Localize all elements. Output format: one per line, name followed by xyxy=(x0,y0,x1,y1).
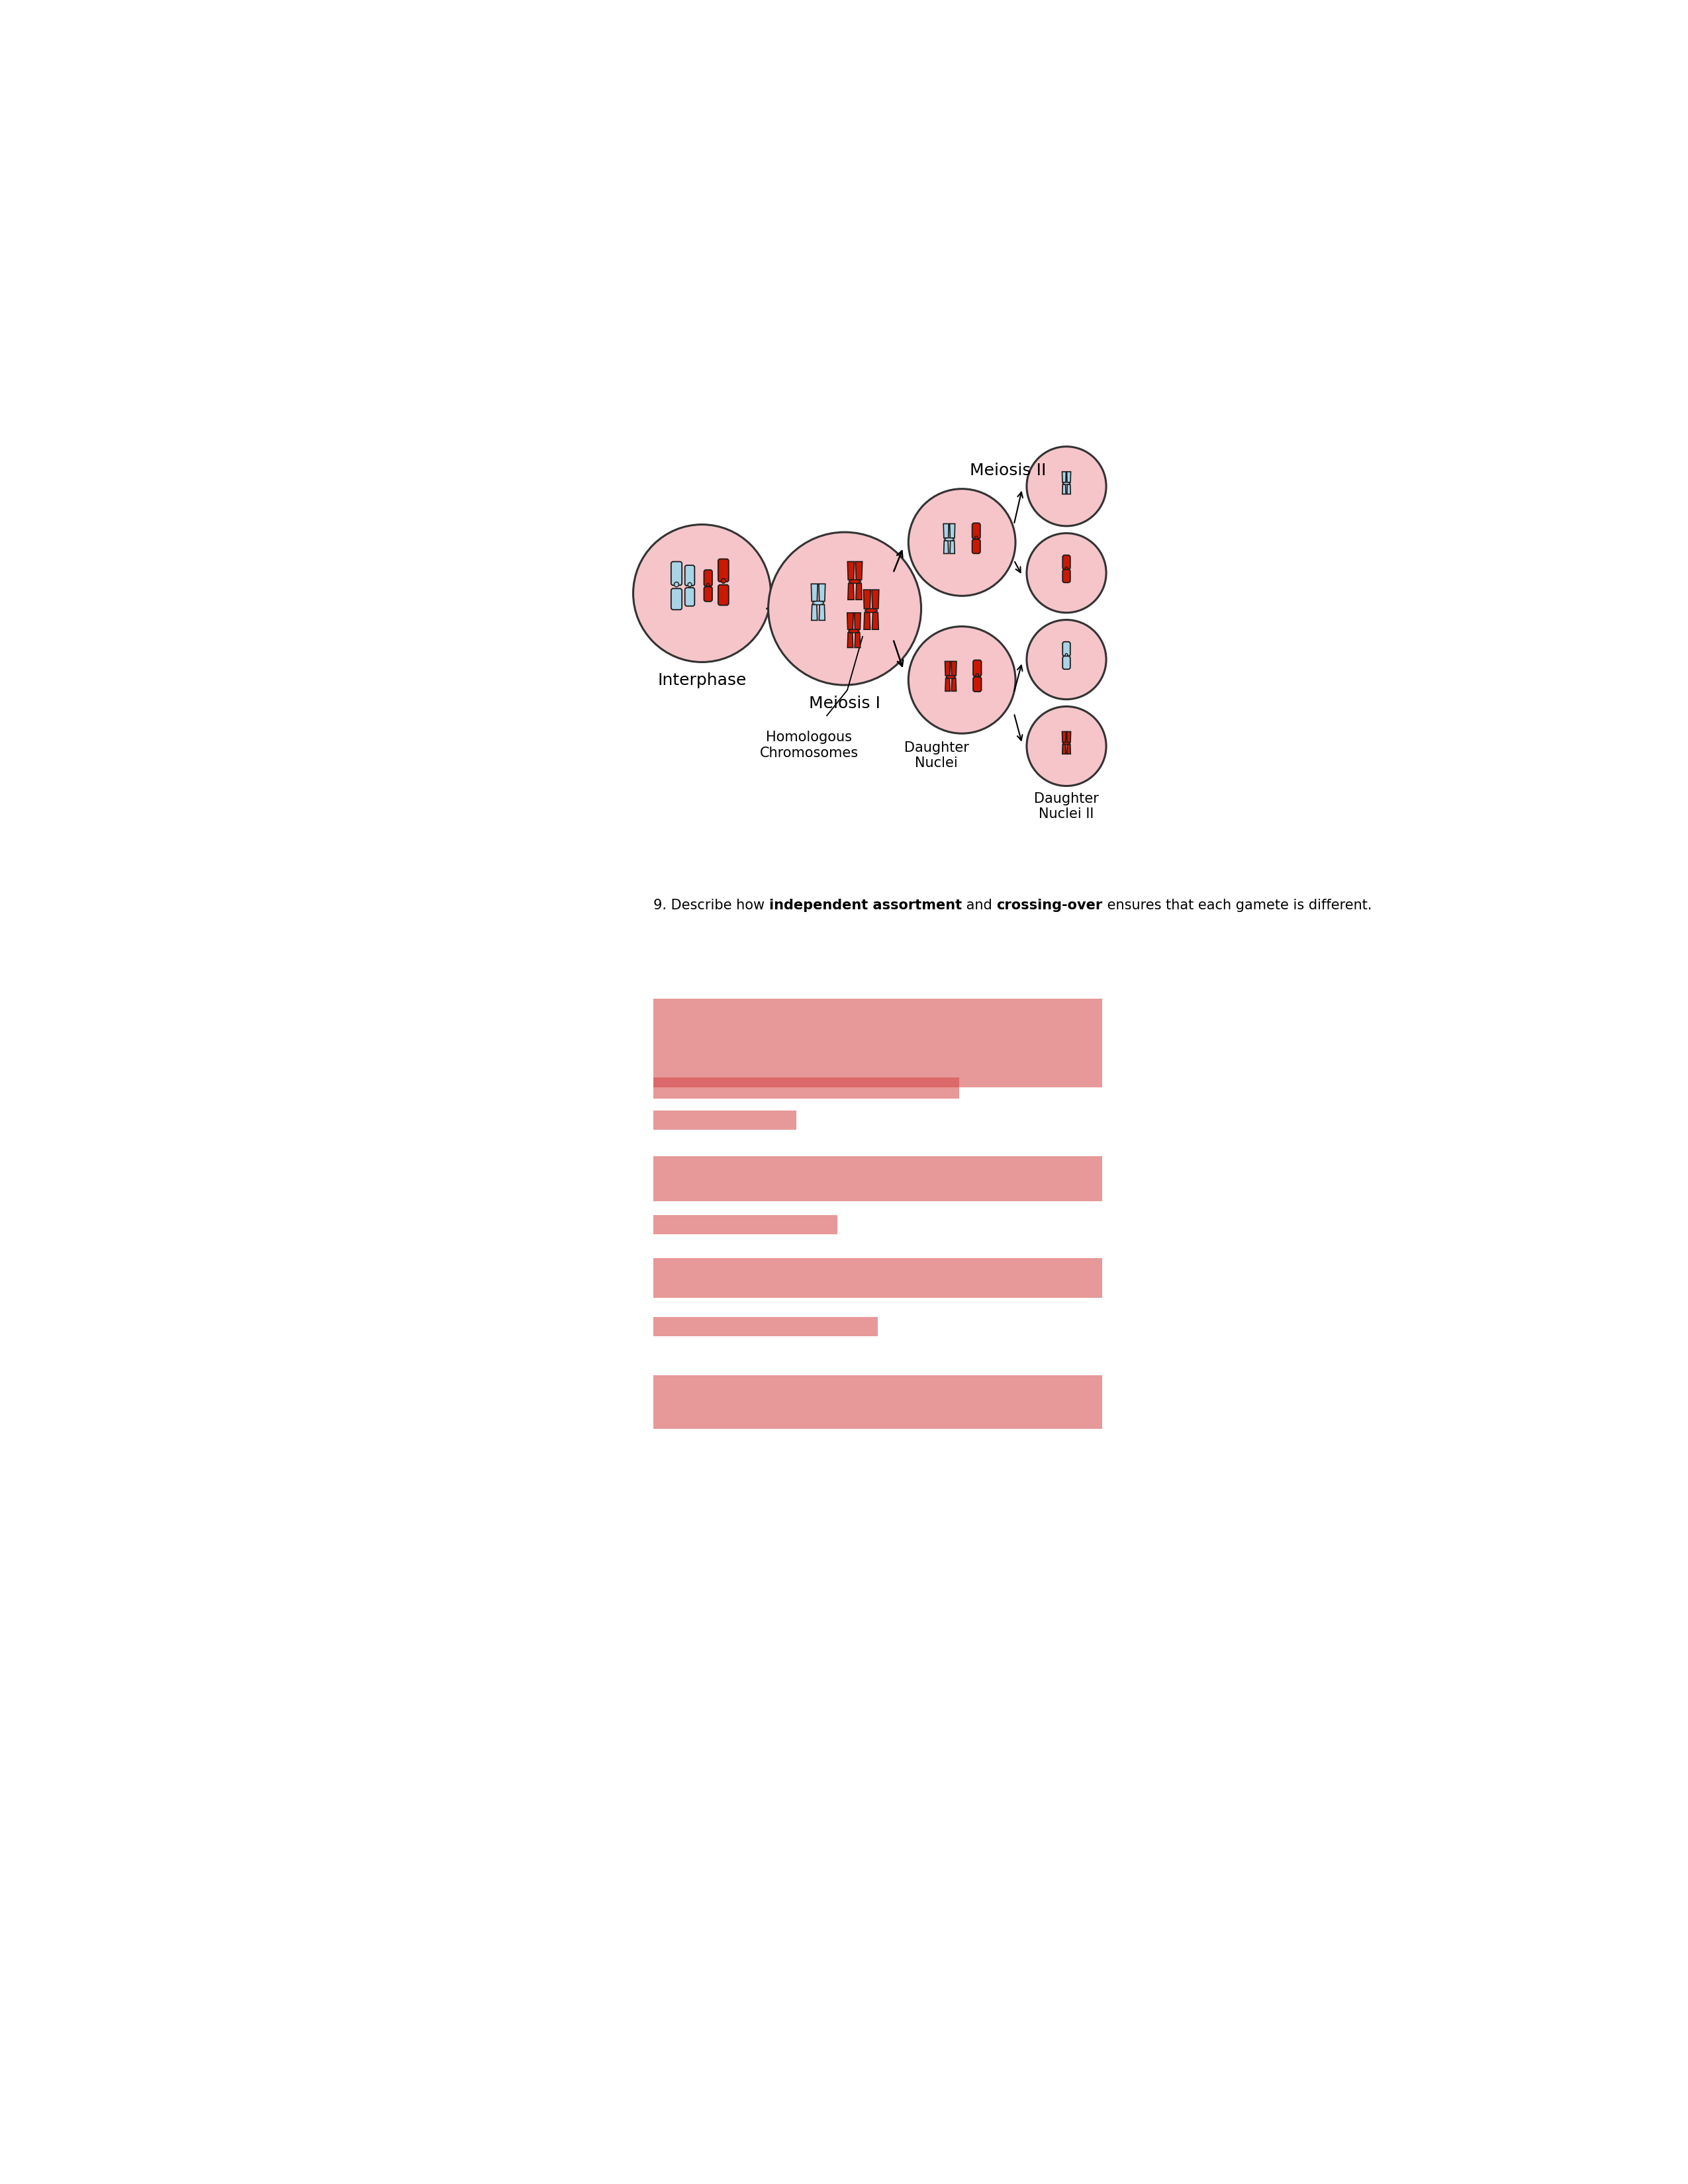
Text: Homologous
Chromosomes: Homologous Chromosomes xyxy=(760,732,859,760)
Polygon shape xyxy=(1067,745,1070,753)
Text: Interphase: Interphase xyxy=(658,673,746,688)
Polygon shape xyxy=(1062,485,1065,494)
Polygon shape xyxy=(854,614,861,629)
FancyBboxPatch shape xyxy=(972,660,981,677)
Ellipse shape xyxy=(1063,483,1070,485)
Polygon shape xyxy=(819,605,825,620)
Ellipse shape xyxy=(812,601,824,605)
Circle shape xyxy=(1026,533,1106,614)
Circle shape xyxy=(768,533,922,686)
Polygon shape xyxy=(854,633,861,649)
FancyBboxPatch shape xyxy=(672,561,682,585)
FancyBboxPatch shape xyxy=(1063,570,1070,583)
Circle shape xyxy=(1026,446,1106,526)
FancyBboxPatch shape xyxy=(1063,555,1070,570)
FancyBboxPatch shape xyxy=(653,1258,1102,1297)
Ellipse shape xyxy=(1065,568,1067,570)
Ellipse shape xyxy=(687,583,692,587)
Text: independent assortment: independent assortment xyxy=(770,900,962,913)
FancyBboxPatch shape xyxy=(685,587,694,605)
Polygon shape xyxy=(819,583,825,601)
Polygon shape xyxy=(950,524,955,537)
FancyBboxPatch shape xyxy=(704,570,712,585)
Polygon shape xyxy=(1067,732,1070,743)
Polygon shape xyxy=(1062,745,1065,753)
Ellipse shape xyxy=(976,673,979,677)
Circle shape xyxy=(633,524,771,662)
Text: crossing-over: crossing-over xyxy=(996,900,1102,913)
Polygon shape xyxy=(944,542,949,553)
Ellipse shape xyxy=(674,581,679,587)
Polygon shape xyxy=(847,561,854,579)
Text: Meiosis II: Meiosis II xyxy=(969,463,1047,478)
Ellipse shape xyxy=(707,583,709,587)
Polygon shape xyxy=(847,633,852,649)
Ellipse shape xyxy=(849,579,861,583)
Polygon shape xyxy=(873,612,878,629)
Polygon shape xyxy=(856,561,863,579)
Polygon shape xyxy=(950,542,955,553)
Polygon shape xyxy=(812,583,817,601)
Circle shape xyxy=(1026,705,1106,786)
Polygon shape xyxy=(871,590,879,609)
Polygon shape xyxy=(847,583,854,601)
Polygon shape xyxy=(1067,485,1070,494)
FancyBboxPatch shape xyxy=(972,522,981,539)
FancyBboxPatch shape xyxy=(672,587,682,609)
Text: ensures that each gamete is different.: ensures that each gamete is different. xyxy=(1102,900,1372,913)
Ellipse shape xyxy=(849,629,859,633)
Text: 9. Describe how: 9. Describe how xyxy=(653,900,770,913)
Ellipse shape xyxy=(1065,653,1067,655)
FancyBboxPatch shape xyxy=(717,585,729,605)
Polygon shape xyxy=(812,605,817,620)
Polygon shape xyxy=(856,583,863,601)
Circle shape xyxy=(908,489,1016,596)
Ellipse shape xyxy=(721,579,726,583)
Polygon shape xyxy=(1067,472,1070,483)
FancyBboxPatch shape xyxy=(653,1214,837,1234)
FancyBboxPatch shape xyxy=(717,559,729,581)
Circle shape xyxy=(1026,620,1106,699)
FancyBboxPatch shape xyxy=(653,1077,959,1099)
FancyBboxPatch shape xyxy=(704,587,712,601)
Polygon shape xyxy=(1062,732,1067,743)
Polygon shape xyxy=(944,524,949,537)
Ellipse shape xyxy=(976,535,977,539)
Text: Daughter
Nuclei: Daughter Nuclei xyxy=(905,740,969,769)
Text: and: and xyxy=(962,900,996,913)
Polygon shape xyxy=(1062,472,1067,483)
Text: Daughter
Nuclei II: Daughter Nuclei II xyxy=(1035,793,1099,821)
Text: Meiosis I: Meiosis I xyxy=(809,695,881,712)
FancyBboxPatch shape xyxy=(972,677,981,692)
Polygon shape xyxy=(952,662,957,675)
FancyBboxPatch shape xyxy=(653,1376,1102,1428)
FancyBboxPatch shape xyxy=(653,1158,1102,1201)
FancyBboxPatch shape xyxy=(1063,642,1070,655)
Polygon shape xyxy=(945,679,950,690)
Polygon shape xyxy=(864,612,871,629)
Polygon shape xyxy=(945,662,950,675)
Ellipse shape xyxy=(1063,743,1070,745)
Ellipse shape xyxy=(864,609,878,612)
FancyBboxPatch shape xyxy=(1063,655,1070,668)
FancyBboxPatch shape xyxy=(653,1317,878,1337)
FancyBboxPatch shape xyxy=(653,998,1102,1088)
Ellipse shape xyxy=(947,675,955,679)
Polygon shape xyxy=(864,590,871,609)
Polygon shape xyxy=(847,614,854,629)
Circle shape xyxy=(908,627,1016,734)
Polygon shape xyxy=(952,679,955,690)
FancyBboxPatch shape xyxy=(685,566,694,585)
FancyBboxPatch shape xyxy=(653,1109,797,1129)
FancyBboxPatch shape xyxy=(972,539,981,553)
Ellipse shape xyxy=(945,537,954,542)
